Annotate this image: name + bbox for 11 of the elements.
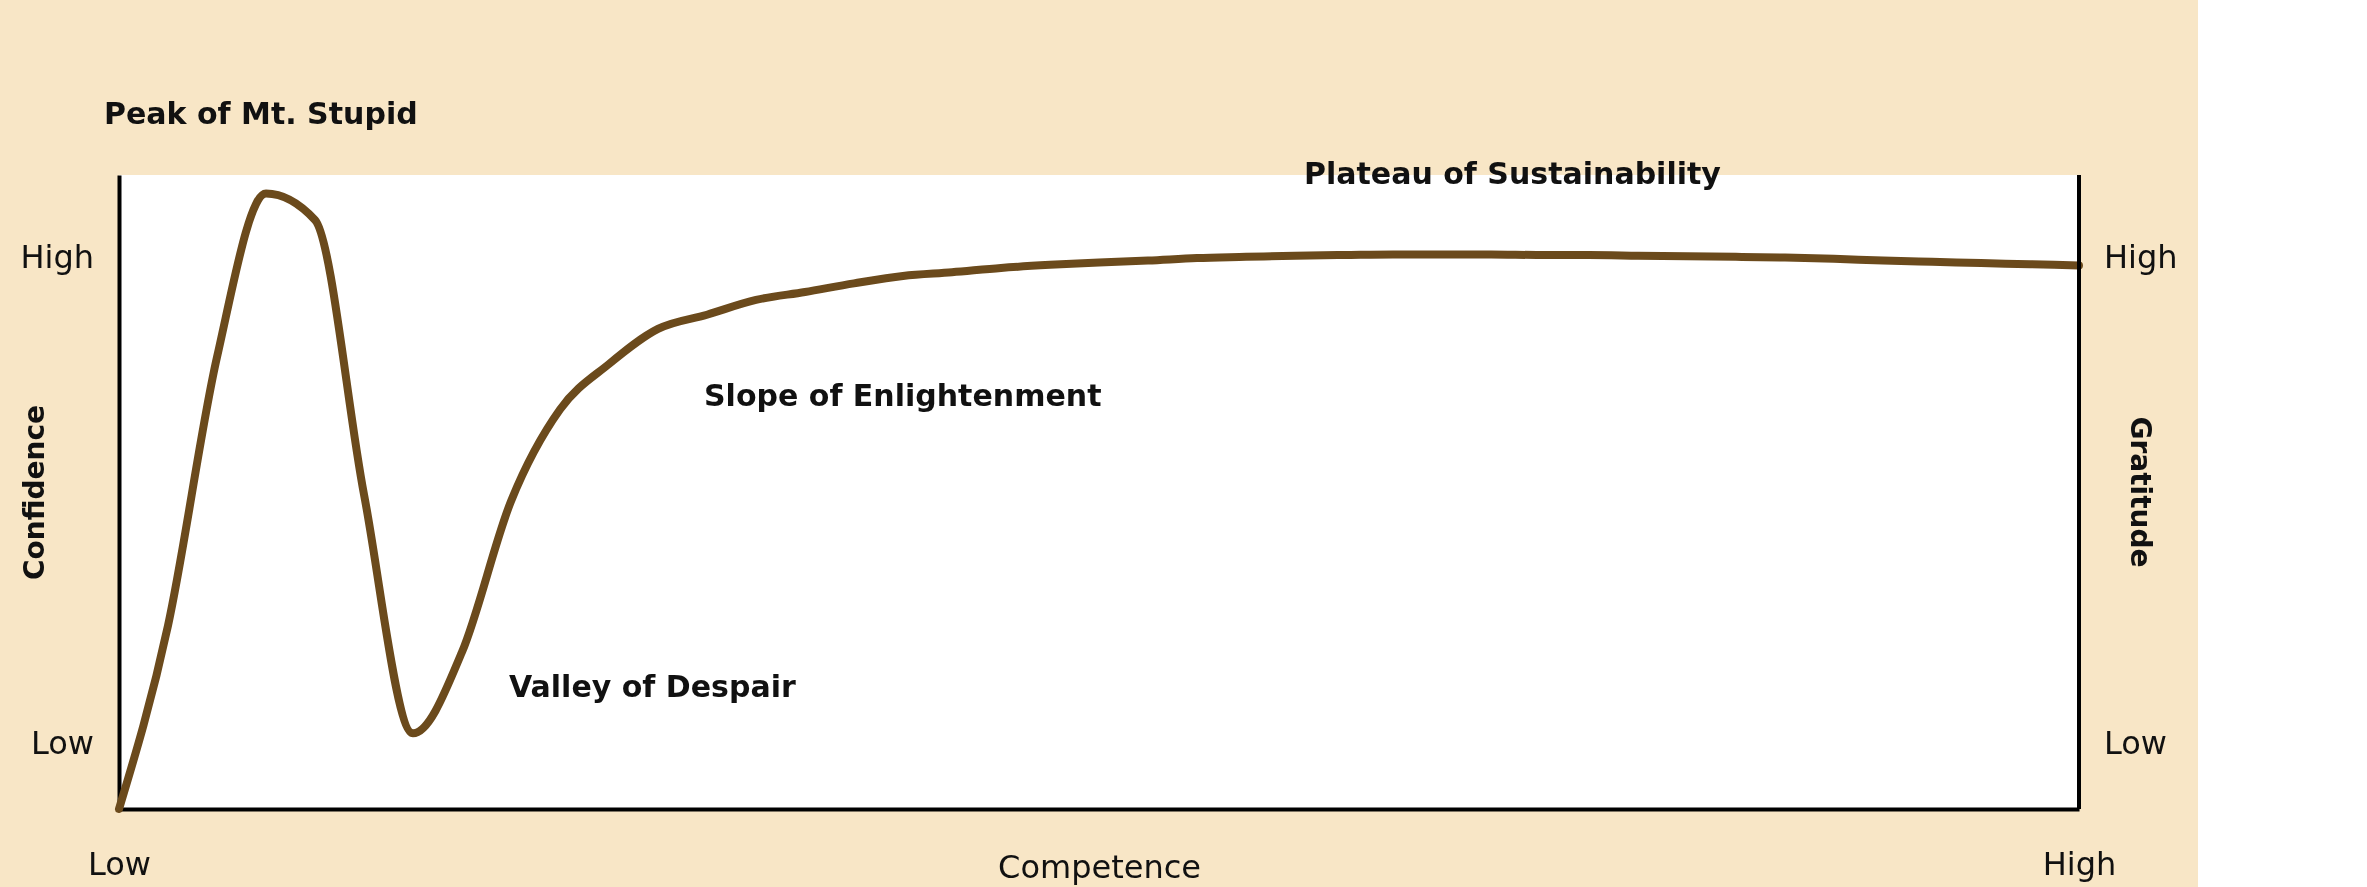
- y2-axis-title: Gratitude: [2124, 416, 2157, 568]
- annotation: Slope of Enlightenment: [704, 378, 1102, 413]
- annotation: Valley of Despair: [509, 669, 796, 704]
- text: Peak of Mt. Stupid: [104, 96, 418, 131]
- text: Plateau of Sustainability: [1304, 156, 1722, 191]
- text: Low: [2104, 724, 2168, 762]
- text: High: [20, 238, 94, 276]
- x-axis-title: Competence: [998, 847, 1201, 886]
- y-axis-title: Confidence: [17, 404, 51, 581]
- text: Low: [30, 724, 94, 762]
- text: High: [2104, 238, 2178, 276]
